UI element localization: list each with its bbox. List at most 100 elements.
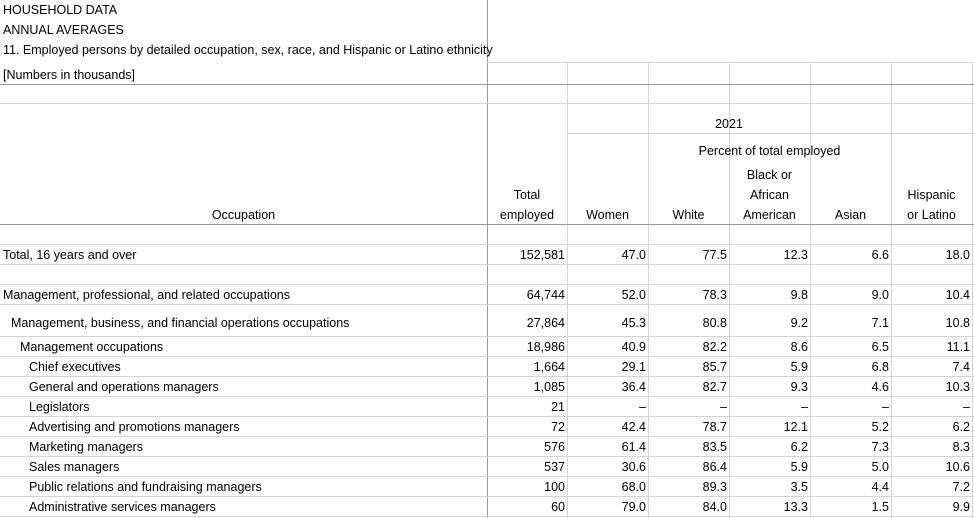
black-header-line2: African (750, 188, 789, 202)
cell-white: 89.3 (702, 480, 727, 494)
column-divider (648, 62, 649, 518)
cell-women: 29.1 (621, 360, 646, 374)
cell-asian: 6.8 (871, 360, 889, 374)
cell-total: 576 (544, 440, 565, 454)
cell-hispanic: 6.2 (952, 420, 970, 434)
column-divider (891, 62, 892, 518)
cell-white: 84.0 (702, 500, 727, 514)
table-title: 11. Employed persons by detailed occupat… (3, 43, 493, 57)
row-divider (0, 356, 974, 357)
cell-white: – (720, 400, 727, 414)
row-label: Sales managers (29, 460, 120, 474)
percent-group-header: Percent of total employed (698, 144, 841, 158)
row-label: Total, 16 years and over (3, 248, 137, 262)
row-divider (0, 416, 974, 417)
row-label: Management, business, and financial oper… (11, 316, 350, 330)
total-header-line1: Total (513, 188, 541, 202)
asian-header: Asian (834, 208, 867, 222)
row-divider (0, 436, 974, 437)
cell-black: 12.1 (783, 420, 808, 434)
cell-hispanic: 7.4 (952, 360, 970, 374)
cell-total: 537 (544, 460, 565, 474)
units-note: [Numbers in thousands] (3, 68, 136, 82)
cell-women: – (639, 400, 646, 414)
column-divider (487, 0, 488, 518)
cell-asian: – (882, 400, 889, 414)
cell-asian: 7.1 (871, 316, 889, 330)
cell-black: 13.3 (783, 500, 808, 514)
column-divider (972, 62, 973, 518)
cell-total: 21 (551, 400, 565, 414)
cell-black: 9.3 (790, 380, 808, 394)
row-divider (567, 133, 974, 134)
cell-black: 8.6 (790, 340, 808, 354)
cell-white: 83.5 (702, 440, 727, 454)
row-divider (0, 244, 974, 245)
cell-women: 40.9 (621, 340, 646, 354)
year-header: 2021 (715, 117, 743, 131)
cell-total: 100 (544, 480, 565, 494)
row-divider (0, 224, 974, 225)
cell-women: 79.0 (621, 500, 646, 514)
cell-white: 82.7 (702, 380, 727, 394)
cell-hispanic: 10.6 (945, 460, 970, 474)
row-divider (0, 376, 974, 377)
cell-hispanic: 9.9 (952, 500, 970, 514)
cell-women: 68.0 (621, 480, 646, 494)
cell-black: – (801, 400, 808, 414)
occupation-header: Occupation (211, 208, 276, 222)
cell-white: 78.3 (702, 288, 727, 302)
row-label: Management, professional, and related oc… (3, 288, 290, 302)
cell-women: 47.0 (621, 248, 646, 262)
cell-women: 30.6 (621, 460, 646, 474)
row-label: Management occupations (20, 340, 164, 354)
row-label: Legislators (29, 400, 90, 414)
row-label: Marketing managers (29, 440, 143, 454)
cell-black: 6.2 (790, 440, 808, 454)
white-header: White (672, 208, 705, 222)
cell-asian: 5.0 (871, 460, 889, 474)
cell-women: 42.4 (621, 420, 646, 434)
cell-black: 9.8 (790, 288, 808, 302)
cell-asian: 6.5 (871, 340, 889, 354)
cell-asian: 7.3 (871, 440, 889, 454)
cell-hispanic: 18.0 (945, 248, 970, 262)
cell-black: 3.5 (790, 480, 808, 494)
row-divider (0, 103, 974, 104)
hispanic-header-line2: or Latino (907, 208, 956, 222)
cell-black: 12.3 (783, 248, 808, 262)
cell-hispanic: 7.2 (952, 480, 970, 494)
cell-asian: 1.5 (871, 500, 889, 514)
cell-hispanic: 10.4 (945, 288, 970, 302)
cell-total: 1,664 (533, 360, 565, 374)
cell-asian: 4.4 (871, 480, 889, 494)
row-divider (0, 476, 974, 477)
cell-white: 78.7 (702, 420, 727, 434)
row-divider (0, 496, 974, 497)
row-divider (0, 336, 974, 337)
black-header-line1: Black or (746, 168, 793, 182)
cell-black: 5.9 (790, 360, 808, 374)
row-divider (0, 284, 974, 285)
cell-total: 1,085 (533, 380, 565, 394)
row-divider (0, 264, 974, 265)
cell-hispanic: 11.1 (946, 340, 970, 354)
row-label: General and operations managers (29, 380, 219, 394)
cell-women: 61.4 (621, 440, 646, 454)
column-divider (567, 62, 568, 518)
cell-total: 18,986 (526, 340, 565, 354)
column-divider (729, 62, 730, 518)
cell-asian: 4.6 (871, 380, 889, 394)
row-label: Public relations and fundraising manager… (29, 480, 262, 494)
cell-total: 27,864 (526, 316, 565, 330)
cell-hispanic: – (963, 400, 970, 414)
cell-white: 80.8 (702, 316, 727, 330)
cell-women: 45.3 (621, 316, 646, 330)
total-header-line2: employed (499, 208, 555, 222)
cell-total: 152,581 (519, 248, 565, 262)
cell-asian: 9.0 (871, 288, 889, 302)
row-divider (487, 62, 974, 63)
cell-black: 5.9 (790, 460, 808, 474)
column-divider (810, 62, 811, 518)
row-label: Administrative services managers (29, 500, 216, 514)
